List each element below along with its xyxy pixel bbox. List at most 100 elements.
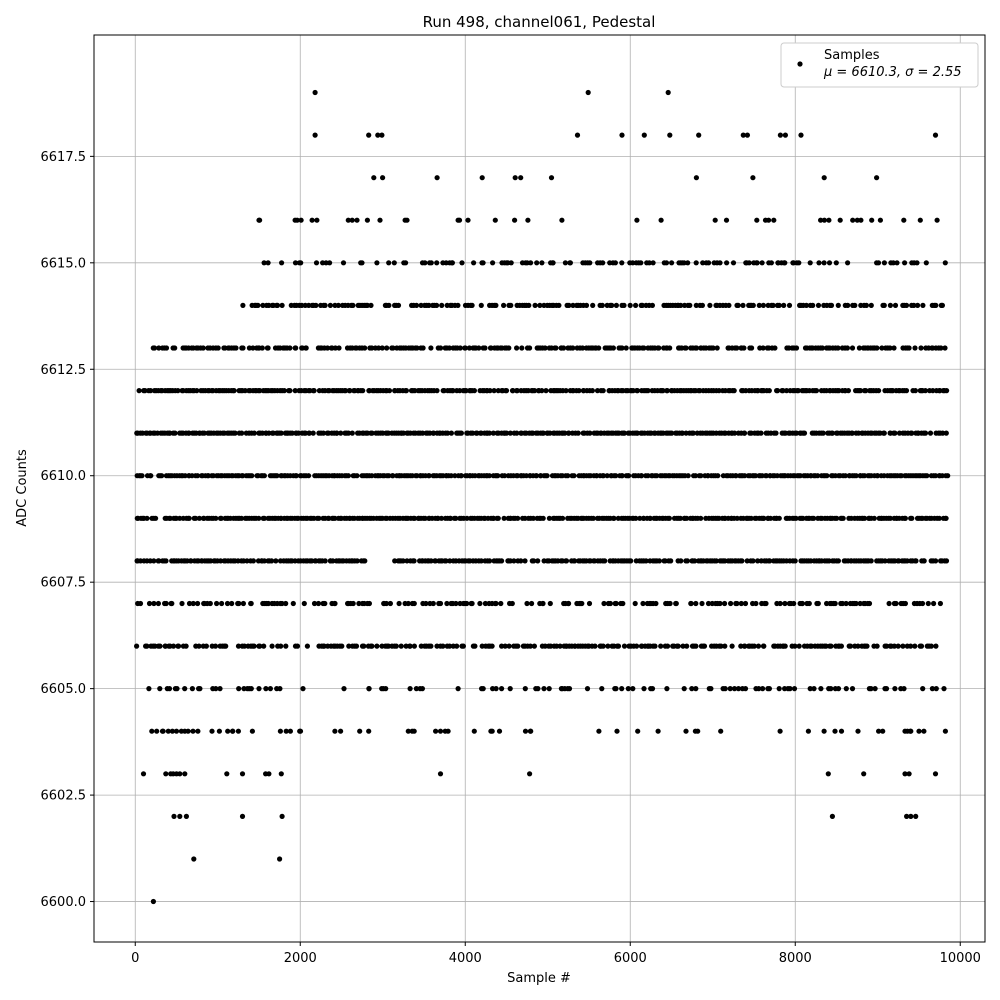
sample-point — [887, 302, 894, 308]
sample-point — [423, 600, 429, 607]
sample-point — [566, 686, 573, 692]
sample-point — [777, 132, 784, 138]
sample-point — [350, 302, 356, 308]
sample-point — [480, 260, 486, 266]
sample-point — [487, 388, 493, 394]
sample-point — [433, 728, 439, 734]
sample-point — [680, 643, 686, 649]
sample-point — [464, 515, 470, 521]
sample-point — [428, 643, 434, 649]
sample-point — [811, 515, 817, 521]
sample-point — [379, 132, 385, 138]
sample-point — [596, 728, 602, 734]
sample-point — [716, 388, 722, 394]
sample-point — [718, 643, 724, 649]
sample-point — [256, 515, 262, 521]
sample-point — [561, 345, 567, 351]
sample-point — [902, 515, 909, 521]
x-tick-label: 0 — [131, 951, 139, 966]
sample-point — [619, 260, 625, 266]
sample-point — [607, 600, 614, 607]
sample-point — [405, 728, 411, 734]
sample-point — [366, 686, 372, 692]
sample-point — [738, 600, 744, 607]
sample-point — [900, 643, 906, 649]
sample-point — [761, 643, 767, 649]
sample-point — [733, 473, 739, 479]
sample-point — [892, 302, 899, 308]
sample-point — [880, 728, 886, 734]
sample-point — [791, 686, 798, 692]
sample-point — [193, 515, 199, 521]
sample-point — [758, 430, 764, 436]
sample-point — [600, 473, 607, 479]
sample-point — [692, 558, 698, 564]
sample-point — [361, 643, 367, 649]
sample-point — [251, 643, 257, 649]
sample-point — [835, 558, 842, 564]
sample-point — [766, 217, 772, 223]
sample-point — [414, 345, 420, 351]
sample-point — [557, 643, 563, 649]
sample-point — [562, 430, 568, 436]
sample-point — [213, 515, 219, 521]
sample-point — [156, 345, 162, 351]
sample-point — [599, 302, 605, 308]
sample-point — [137, 600, 144, 607]
sample-point — [678, 558, 684, 564]
sample-point — [572, 558, 578, 564]
sample-point — [776, 686, 782, 692]
sample-point — [200, 345, 206, 351]
sample-point — [163, 558, 169, 564]
sample-point — [755, 643, 762, 649]
sample-point — [136, 388, 142, 394]
sample-point — [502, 473, 508, 479]
sample-point — [717, 260, 723, 266]
sample-point — [943, 430, 949, 436]
sample-point — [933, 558, 939, 564]
sample-point — [279, 302, 285, 308]
sample-point — [493, 600, 499, 607]
sample-point — [343, 388, 349, 394]
sample-point — [843, 686, 849, 692]
sample-point — [748, 515, 754, 521]
sample-point — [482, 345, 488, 351]
sample-point — [792, 643, 798, 649]
sample-point — [634, 430, 641, 436]
sample-point — [522, 686, 528, 692]
sample-point — [768, 260, 775, 266]
sample-point — [298, 260, 304, 266]
sample-point — [565, 473, 571, 479]
sample-point — [818, 686, 824, 692]
sample-point — [590, 515, 596, 521]
y-axis-label: ADC Counts — [15, 449, 30, 527]
sample-point — [891, 643, 898, 649]
sample-point — [890, 260, 896, 266]
sample-point — [249, 728, 255, 734]
sample-point — [238, 515, 245, 521]
sample-point — [630, 260, 636, 266]
sample-point — [821, 260, 827, 266]
sample-point — [310, 430, 316, 436]
sample-point — [482, 600, 488, 607]
sample-point — [493, 686, 499, 692]
sample-point — [471, 260, 477, 266]
sample-point — [354, 217, 360, 223]
sample-point — [177, 771, 183, 777]
sample-point — [440, 643, 446, 649]
sample-point — [508, 260, 514, 266]
sample-point — [834, 515, 840, 521]
sample-point — [445, 728, 451, 734]
sample-point — [496, 728, 503, 734]
sample-point — [519, 345, 525, 351]
sample-point — [668, 558, 674, 564]
sample-point — [207, 600, 213, 607]
sample-point — [458, 473, 464, 479]
sample-point — [260, 302, 266, 308]
sample-point — [362, 345, 368, 351]
sample-point — [759, 260, 765, 266]
sample-point — [850, 217, 856, 223]
sample-point — [701, 643, 708, 649]
sample-point — [901, 217, 907, 223]
